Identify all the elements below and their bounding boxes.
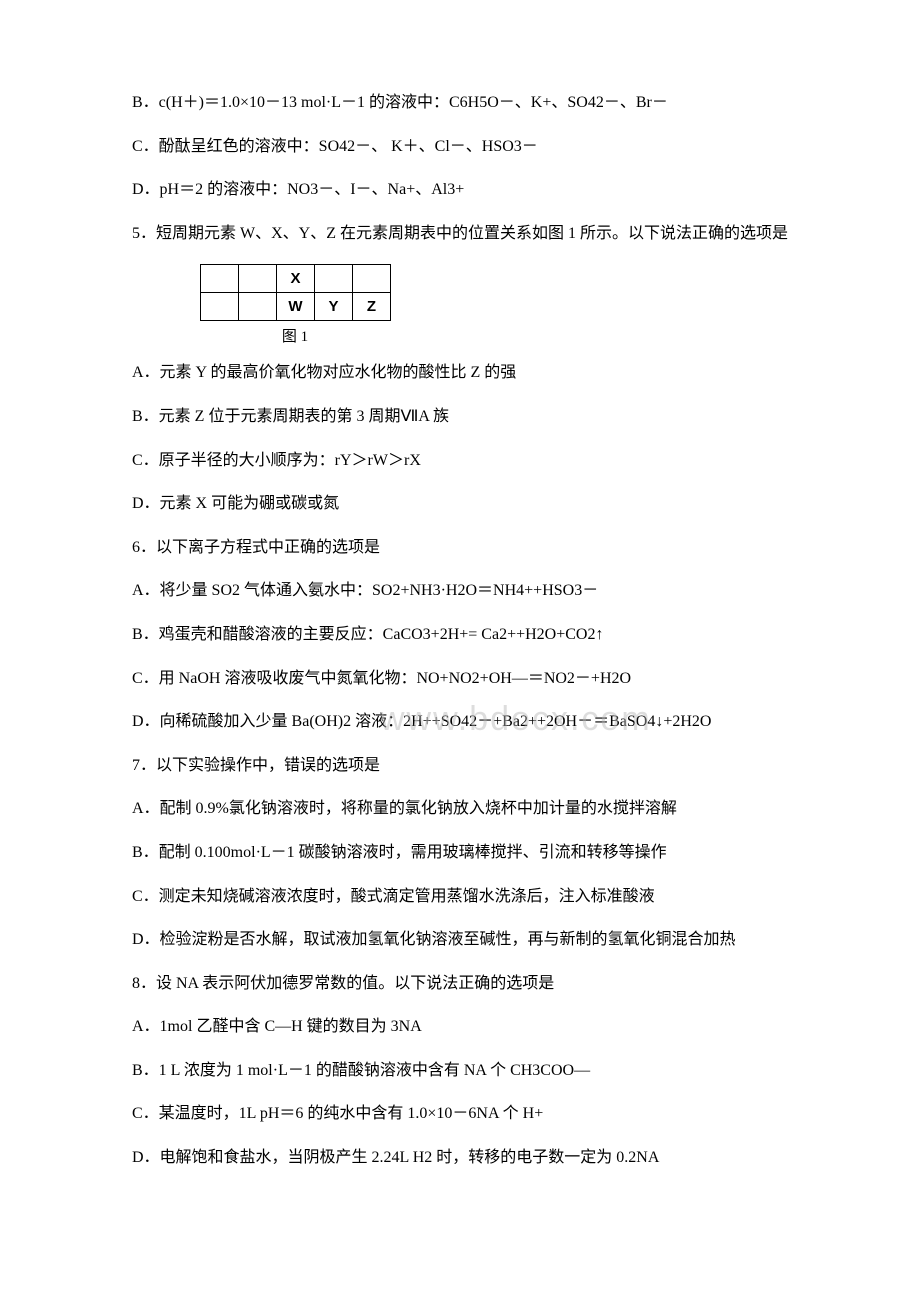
q4-option-c: C．酚酞呈红色的溶液中：SO42－、 K＋、Cl－、HSO3－ — [100, 134, 820, 160]
periodic-table-fragment: X W Y Z — [200, 264, 391, 321]
q8-option-b: B．1 L 浓度为 1 mol·L－1 的醋酸钠溶液中含有 NA 个 CH3CO… — [100, 1058, 820, 1084]
q8-option-c: C．某温度时，1L pH＝6 的纯水中含有 1.0×10－6NA 个 H+ — [100, 1101, 820, 1127]
q5-stem: 5．短周期元素 W、X、Y、Z 在元素周期表中的位置关系如图 1 所示。以下说法… — [100, 221, 820, 247]
cell: X — [277, 265, 315, 293]
q7-option-a: A．配制 0.9%氯化钠溶液时，将称量的氯化钠放入烧杯中加计量的水搅拌溶解 — [100, 796, 820, 822]
q5-option-d: D．元素 X 可能为硼或碳或氮 — [100, 491, 820, 517]
q7-option-c: C．测定未知烧碱溶液浓度时，酸式滴定管用蒸馏水洗涤后，注入标准酸液 — [100, 884, 820, 910]
cell: W — [277, 293, 315, 321]
q5-table: X W Y Z — [200, 264, 820, 321]
q4-option-d: D．pH＝2 的溶液中：NO3－、I－、Na+、Al3+ — [100, 177, 820, 203]
cell — [239, 293, 277, 321]
q5-option-b: B．元素 Z 位于元素周期表的第 3 周期ⅦA 族 — [100, 404, 820, 430]
q6-option-c: C．用 NaOH 溶液吸收废气中氮氧化物：NO+NO2+OH—＝NO2－+H2O — [100, 666, 820, 692]
q5-option-a: A．元素 Y 的最高价氧化物对应水化物的酸性比 Z 的强 — [100, 360, 820, 386]
q8-option-a: A．1mol 乙醛中含 C—H 键的数目为 3NA — [100, 1014, 820, 1040]
table-row: X — [201, 265, 391, 293]
cell — [239, 265, 277, 293]
cell — [315, 265, 353, 293]
q7-option-d: D．检验淀粉是否水解，取试液加氢氧化钠溶液至碱性，再与新制的氢氧化铜混合加热 — [100, 927, 820, 953]
q8-option-d: D．电解饱和食盐水，当阴极产生 2.24L H2 时，转移的电子数一定为 0.2… — [100, 1145, 820, 1171]
q8-stem: 8．设 NA 表示阿伏加德罗常数的值。以下说法正确的选项是 — [100, 971, 820, 997]
page-container: www.bdocx.com B．c(H＋)＝1.0×10－13 mol·L－1 … — [100, 90, 820, 1171]
q6-option-b: B．鸡蛋壳和醋酸溶液的主要反应：CaCO3+2H+= Ca2++H2O+CO2↑ — [100, 622, 820, 648]
q7-option-d-text: D．检验淀粉是否水解，取试液加氢氧化钠溶液至碱性，再与新制的氢氧化铜混合加热 — [100, 927, 736, 953]
q6-option-d: D．向稀硫酸加入少量 Ba(OH)2 溶液：2H++SO42－+Ba2++2OH… — [100, 709, 820, 735]
q7-stem: 7．以下实验操作中，错误的选项是 — [100, 753, 820, 779]
q7-option-b: B．配制 0.100mol·L－1 碳酸钠溶液时，需用玻璃棒搅拌、引流和转移等操… — [100, 840, 820, 866]
q5-table-caption: 图 1 — [200, 325, 390, 346]
q5-option-c: C．原子半径的大小顺序为：rY＞rW＞rX — [100, 448, 820, 474]
cell: Y — [315, 293, 353, 321]
q6-stem: 6．以下离子方程式中正确的选项是 — [100, 535, 820, 561]
q4-option-b: B．c(H＋)＝1.0×10－13 mol·L－1 的溶液中：C6H5O－、K+… — [100, 90, 820, 116]
q6-option-a: A．将少量 SO2 气体通入氨水中：SO2+NH3·H2O＝NH4++HSO3－ — [100, 578, 820, 604]
q6-option-d-text: D．向稀硫酸加入少量 Ba(OH)2 溶液：2H++SO42－+Ba2++2OH… — [100, 709, 711, 735]
cell — [201, 293, 239, 321]
table-row: W Y Z — [201, 293, 391, 321]
cell: Z — [353, 293, 391, 321]
cell — [353, 265, 391, 293]
cell — [201, 265, 239, 293]
